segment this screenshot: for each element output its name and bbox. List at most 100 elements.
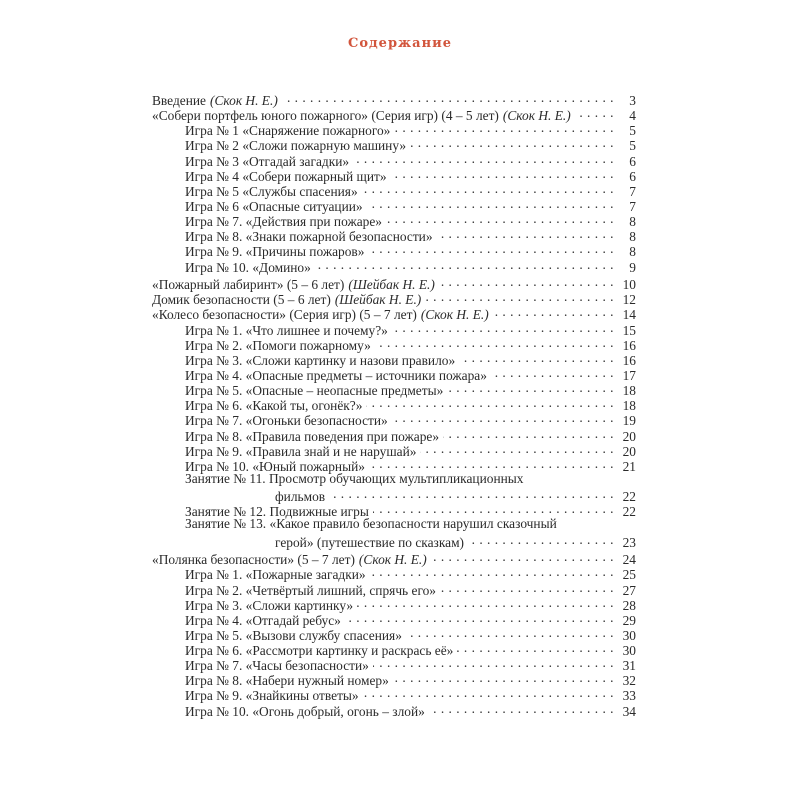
toc-subentry[interactable]: Игра № 5. «Вызови службу спасения» 30: [152, 625, 636, 643]
toc-subentry[interactable]: Игра № 9. «Правила знай и не нарушай» 20: [152, 441, 636, 459]
toc-subentry[interactable]: Игра № 3 «Отгадай загадки» 6: [152, 151, 636, 169]
dot-leader: [370, 564, 614, 579]
entry-title: «Пожарный лабиринт» (5 – 6 лет): [152, 277, 345, 293]
entry-title: Игра № 10. «Домино»: [185, 259, 311, 275]
page-number: 18: [622, 398, 636, 414]
dot-leader: [457, 640, 614, 655]
entry-title: Занятие № 12. Подвижные игры: [185, 504, 369, 520]
toc-subentry[interactable]: Игра № 10. «Огонь добрый, огонь – злой» 3…: [152, 701, 636, 719]
entry-title: Игра № 3. «Сложи картинку и назови прави…: [185, 352, 456, 368]
toc-subentry[interactable]: Игра № 1. «Что лишнее и почему?» 15: [152, 320, 636, 338]
entry-title-continuation: фильмов: [275, 489, 326, 505]
toc-subentry[interactable]: Игра № 9. «Знайкины ответы» 33: [152, 685, 636, 704]
toc-subentry[interactable]: Игра № 7. «Действия при пожаре» 8: [152, 211, 636, 230]
page-number: 4: [629, 108, 636, 124]
page-number: 30: [622, 627, 636, 643]
dot-leader: [366, 395, 614, 410]
toc-subentry[interactable]: Занятие № 11. Просмотр обучающих мультип…: [152, 471, 636, 486]
dot-leader: [468, 532, 614, 547]
page-number: 6: [629, 168, 636, 184]
page-number: 12: [622, 292, 636, 308]
toc-subentry[interactable]: Игра № 10. «Домино» 9: [152, 257, 636, 275]
dot-leader: [437, 226, 614, 241]
page-number: 28: [622, 597, 636, 613]
page-number: 21: [622, 458, 636, 474]
entry-title: Игра № 7. «Огоньки безопасности»: [185, 413, 388, 429]
entry-title: Игра № 4. «Опасные предметы – источники …: [185, 368, 487, 384]
toc-subentry[interactable]: Игра № 4 «Собери пожарный щит» 6: [152, 166, 636, 184]
entry-title: Игра № 9. «Правила знай и не нарушай»: [185, 443, 417, 459]
toc-subentry[interactable]: Игра № 1 «Снаряжение пожарного» 5: [152, 120, 636, 139]
toc-entry[interactable]: «Колесо безопасности» (Серия игр) (5 – 7…: [152, 304, 636, 322]
entry-title: Игра № 2 «Сложи пожарную машину»: [185, 138, 407, 154]
entry-title: Игра № 5. «Вызови службу спасения»: [185, 627, 402, 643]
page-number: 3: [629, 93, 636, 108]
toc-entry[interactable]: Введение(Скок Н. Е.) 3: [152, 90, 636, 108]
toc-subentry[interactable]: Игра № 8. «Набери нужный номер» 32: [152, 670, 636, 689]
page-number: 34: [622, 703, 636, 719]
toc-subentry[interactable]: Игра № 2. «Четвёртый лишний, спрячь его»…: [152, 580, 636, 598]
page-number: 16: [622, 352, 636, 368]
dot-leader: [386, 211, 614, 226]
toc-subentry[interactable]: Игра № 6. «Рассмотри картинку и раскрась…: [152, 640, 636, 659]
toc-subentry[interactable]: Игра № 1. «Пожарные загадки» 25: [152, 564, 636, 583]
entry-title: Игра № 3. «Сложи картинку»: [185, 597, 354, 613]
dot-leader: [429, 701, 614, 716]
toc-section: Введение(Скок Н. Е.) 3«Собери портфель юн…: [152, 90, 636, 275]
entry-title: Игра № 1. «Пожарные загадки»: [185, 567, 366, 583]
dot-leader: [491, 365, 614, 380]
page-number: 24: [622, 552, 636, 568]
dot-leader: [406, 625, 614, 640]
page-number: 29: [622, 612, 636, 628]
toc-subentry[interactable]: Игра № 8. «Правила поведения при пожаре»…: [152, 426, 636, 444]
dot-leader: [375, 335, 614, 350]
page-number: 10: [622, 277, 636, 293]
entry-title: Игра № 8. «Набери нужный номер»: [185, 673, 389, 689]
toc-subentry[interactable]: Игра № 3. «Сложи картинку и назови прави…: [152, 350, 636, 368]
dot-leader: [373, 501, 614, 516]
page-number: 8: [629, 229, 636, 245]
toc-subentry[interactable]: Игра № 5 «Службы спасения» 7: [152, 181, 636, 199]
page-number: 27: [622, 582, 636, 598]
toc-subentry[interactable]: Занятие № 13. «Какое правило безопасност…: [152, 516, 636, 531]
entry-title: Игра № 10. «Огонь добрый, огонь – злой»: [185, 703, 425, 719]
toc-subentry[interactable]: Игра № 9. «Причины пожаров»8: [152, 241, 636, 259]
toc-subentry[interactable]: Игра № 2. «Помоги пожарному» 16: [152, 335, 636, 353]
toc-entry[interactable]: Домик безопасности (5 – 6 лет) (Шейбак Н.…: [152, 289, 636, 308]
toc-subentry[interactable]: Игра № 6. «Какой ты, огонёк?» 18: [152, 395, 636, 414]
dot-leader: [282, 90, 614, 105]
table-of-contents: Введение(Скок Н. Е.) 3«Собери портфель юн…: [152, 90, 636, 719]
toc-subentry[interactable]: Игра № 8. «Знаки пожарной безопасности»8: [152, 226, 636, 245]
page-number: 20: [622, 443, 636, 459]
entry-title: Занятие № 13. «Какое правило безопасност…: [185, 516, 557, 532]
dot-leader: [369, 456, 614, 471]
toc-entry-continuation: герой» (путешествие по сказкам) 23: [152, 532, 636, 550]
entry-title: Игра № 10. «Юный пожарный»: [185, 458, 365, 474]
page-number: 33: [622, 688, 636, 704]
entry-title: Игра № 1. «Что лишнее и почему?»: [185, 322, 388, 338]
entry-title: Игра № 2. «Помоги пожарному»: [185, 337, 371, 353]
page-number: 8: [629, 214, 636, 230]
page-number: 6: [629, 153, 636, 169]
toc-subentry[interactable]: Занятие № 12. Подвижные игры 22: [152, 501, 636, 520]
toc-subentry[interactable]: Игра № 4. «Опасные предметы – источники …: [152, 365, 636, 384]
dot-leader: [363, 685, 614, 700]
toc-subentry[interactable]: Игра № 3. «Сложи картинку» 28: [152, 595, 636, 613]
toc-subentry[interactable]: Игра № 4. «Отгадай ребус» 29: [152, 610, 636, 628]
toc-subentry[interactable]: Игра № 5. «Опасные – неопасные предметы»…: [152, 380, 636, 398]
dot-leader: [410, 135, 614, 150]
toc-entry[interactable]: «Пожарный лабиринт» (5 – 6 лет) (Шейбак Н…: [152, 274, 636, 293]
toc-subentry[interactable]: Игра № 6 «Опасные ситуации» 7: [152, 196, 636, 214]
toc-entry[interactable]: «Собери портфель юного пожарного» (Серия…: [152, 105, 636, 124]
toc-entry[interactable]: «Полянка безопасности» (5 – 7 лет) (Скок …: [152, 549, 636, 568]
dot-leader: [447, 380, 614, 395]
dot-leader: [440, 580, 614, 595]
toc-subentry[interactable]: Игра № 7. «Огоньки безопасности» 19: [152, 410, 636, 429]
dot-leader: [392, 410, 614, 425]
entry-title: Игра № 1 «Снаряжение пожарного»: [185, 123, 391, 139]
toc-subentry[interactable]: Игра № 10. «Юный пожарный» 21: [152, 456, 636, 474]
toc-subentry[interactable]: Игра № 7. «Часы безопасности» 31: [152, 655, 636, 673]
page-number: 30: [622, 643, 636, 659]
toc-subentry[interactable]: Игра № 2 «Сложи пожарную машину» 5: [152, 135, 636, 154]
entry-title-continuation: герой» (путешествие по сказкам): [275, 534, 465, 550]
